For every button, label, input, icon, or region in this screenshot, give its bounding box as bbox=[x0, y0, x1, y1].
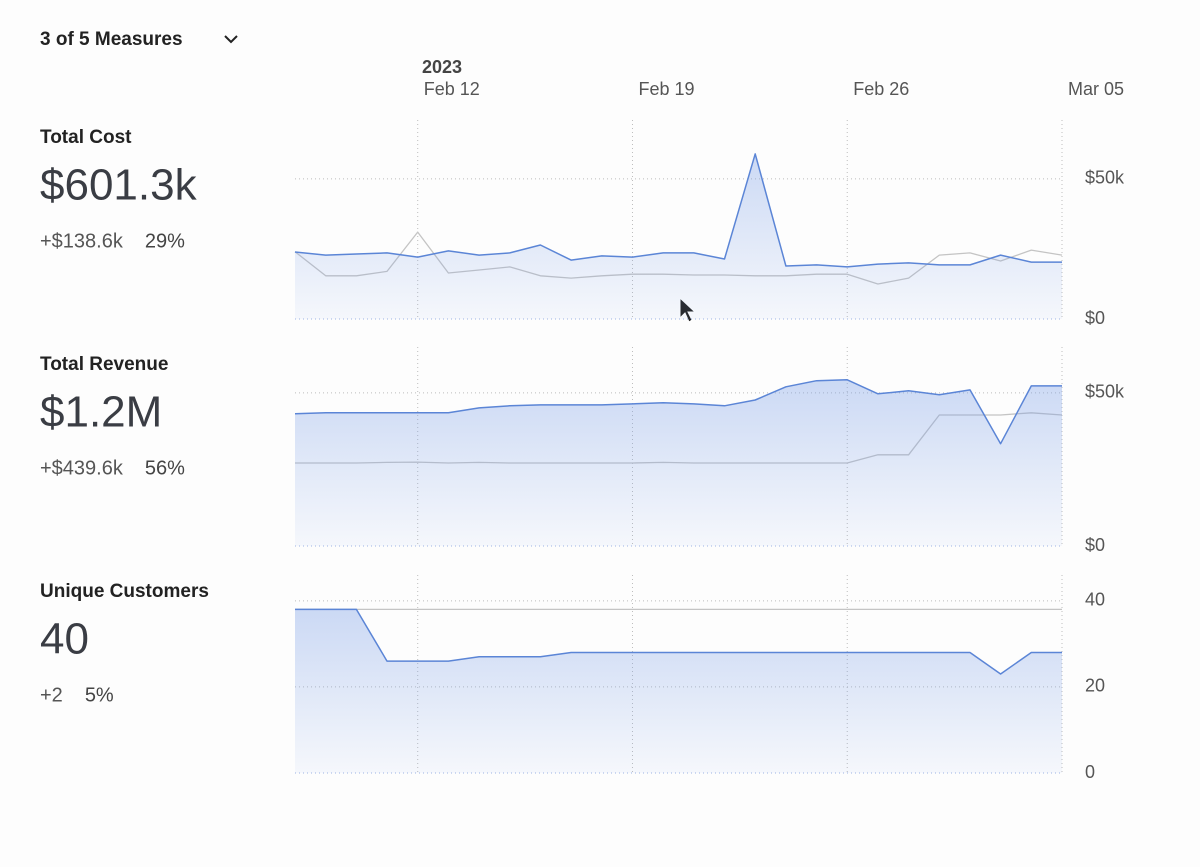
measure-change-percent: 29% bbox=[145, 230, 185, 252]
y-tick-label: $50k bbox=[1085, 168, 1125, 188]
series-line bbox=[295, 608, 1062, 675]
measure-selector-label[interactable]: 3 of 5 Measures bbox=[40, 29, 183, 50]
measure-change-percent: 56% bbox=[145, 457, 185, 479]
y-tick-label: 0 bbox=[1085, 762, 1095, 782]
series-area bbox=[295, 609, 1062, 773]
x-tick-label: Feb 26 bbox=[853, 79, 909, 99]
measure-change: +$439.6k bbox=[40, 457, 124, 479]
x-tick-label: Feb 19 bbox=[638, 79, 694, 99]
y-tick-label: $0 bbox=[1085, 535, 1105, 555]
y-tick-label: 40 bbox=[1085, 590, 1105, 610]
y-tick-label: $0 bbox=[1085, 308, 1105, 328]
measure-total: $1.2M bbox=[40, 388, 162, 437]
series-area bbox=[295, 153, 1062, 319]
x-tick-label: Mar 05 bbox=[1068, 79, 1124, 99]
measure-change: +$138.6k bbox=[40, 230, 124, 252]
measure-panel: Total Cost $601.3k +$138.6k 29% $0 $50k bbox=[40, 120, 1125, 328]
measure-title: Unique Customers bbox=[40, 581, 209, 602]
series-line bbox=[294, 379, 1062, 445]
measure-title: Total Cost bbox=[40, 127, 132, 148]
measure-total: $601.3k bbox=[40, 161, 198, 210]
measure-panel: Total Revenue $1.2M +$439.6k 56% $0 $50k bbox=[40, 347, 1125, 555]
y-tick-label: 20 bbox=[1085, 676, 1105, 696]
series-area bbox=[295, 379, 1062, 546]
measure-change-percent: 5% bbox=[85, 684, 114, 706]
year-label: 2023 bbox=[422, 57, 462, 77]
y-tick-label: $50k bbox=[1085, 382, 1125, 402]
series-line bbox=[294, 153, 1062, 268]
measure-total: 40 bbox=[40, 615, 89, 664]
x-tick-label: Feb 12 bbox=[424, 79, 480, 99]
measure-title: Total Revenue bbox=[40, 354, 168, 375]
measure-selector[interactable]: 3 of 5 Measures bbox=[40, 29, 238, 50]
measure-change: +2 bbox=[40, 684, 63, 706]
chevron-icon[interactable] bbox=[224, 35, 238, 44]
measure-panel: Unique Customers 40 +2 5% 0 20 40 bbox=[40, 575, 1105, 782]
